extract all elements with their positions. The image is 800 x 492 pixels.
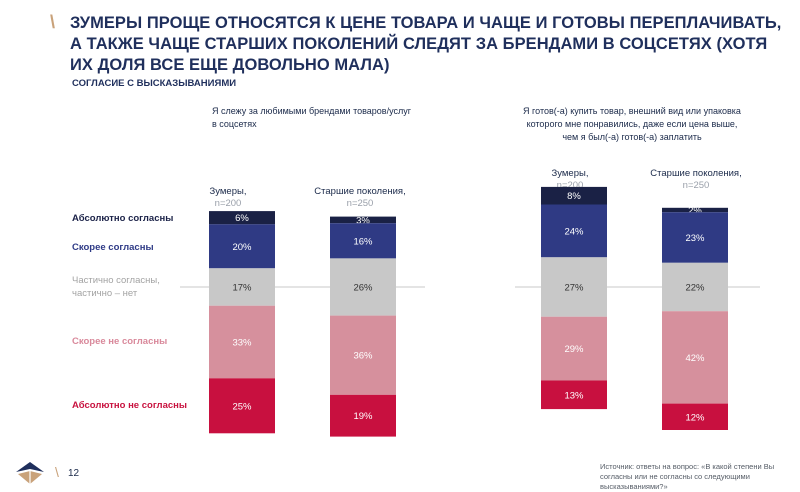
group-name: Зумеры, (551, 168, 589, 179)
chart1-group-label-zoomers: Зумеры, n=200 (198, 186, 258, 210)
bar-segment-agree (330, 223, 396, 259)
group-name: Старшие поколения, (314, 186, 406, 197)
group-n: n=200 (556, 180, 584, 191)
bar-segment-abs-disagree (541, 380, 607, 410)
bar-value-label: 8% (567, 191, 581, 202)
row-label-abs-agree: Абсолютно согласны (72, 213, 174, 224)
bar-value-label: 16% (353, 236, 373, 247)
bar-segment-abs-disagree (209, 378, 275, 434)
bar-segment-agree (209, 224, 275, 269)
bar-segment-agree (662, 212, 728, 263)
bar-value-label: 19% (353, 411, 373, 422)
group-n: n=250 (682, 180, 710, 191)
source-note: Источник: ответы на вопрос: «В какой сте… (600, 462, 775, 491)
bar-value-label: 23% (685, 233, 705, 244)
bar-segment-abs-agree (541, 186, 607, 205)
bar-value-label: 33% (232, 338, 252, 349)
page-number: 12 (68, 468, 80, 479)
row-label-abs-disagree: Абсолютно не согласны (72, 400, 187, 411)
bar-value-label: 2% (688, 206, 702, 217)
bar-segment-disagree (541, 316, 607, 381)
page-title: ЗУМЕРЫ ПРОЩЕ ОТНОСЯТСЯ К ЦЕНЕ ТОВАРА И Ч… (70, 14, 782, 74)
bar-value-label: 26% (353, 283, 373, 294)
bar-value-label: 22% (685, 283, 705, 294)
bar-segment-abs-disagree (330, 394, 396, 437)
group-name: Старшие поколения, (650, 168, 742, 179)
bar-value-label: 3% (356, 215, 370, 226)
chart1-group-label-older: Старшие поколения, n=250 (300, 186, 420, 210)
row-label-neutral: Частично согласны, частично – нет (72, 275, 160, 299)
bar-value-label: 36% (353, 351, 373, 362)
bar-segment-neutral (330, 258, 396, 316)
bar-value-label: 42% (685, 353, 705, 364)
bar-value-label: 27% (564, 283, 584, 294)
bar-segment-neutral (209, 268, 275, 306)
bar-value-label: 20% (232, 242, 252, 253)
bar-segment-agree (541, 204, 607, 258)
bar-segment-abs-agree (330, 216, 396, 224)
chart1-title: Я слежу за любимыми брендами товаров/усл… (212, 106, 412, 129)
group-name: Зумеры, (209, 186, 247, 197)
bar-segment-abs-disagree (662, 403, 728, 430)
group-n: n=250 (346, 198, 374, 209)
page-subtitle: СОГЛАСИЕ С ВЫСКАЗЫВАНИЯМИ (72, 78, 237, 89)
bar-value-label: 12% (685, 412, 705, 423)
bar-segment-disagree (662, 311, 728, 404)
bar-segment-disagree (209, 305, 275, 379)
bar-value-label: 13% (564, 390, 584, 401)
chart2-group-label-zoomers: Зумеры, n=200 (530, 168, 610, 192)
footer-accent: \ (55, 464, 59, 480)
row-label-agree: Скорее согласны (72, 242, 154, 253)
bar-value-label: 24% (564, 226, 584, 237)
bar-segment-disagree (330, 315, 396, 395)
bar-value-label: 6% (235, 213, 249, 224)
chart2-title: Я готов(-а) купить товар, внешний вид ил… (523, 106, 741, 142)
bar-value-label: 17% (232, 283, 252, 294)
bar-segment-abs-agree (209, 211, 275, 225)
bar-segment-neutral (541, 257, 607, 317)
company-logo-icon (16, 462, 44, 484)
row-label-disagree: Скорее не согласны (72, 336, 168, 347)
bar-segment-neutral (662, 262, 728, 312)
group-n: n=200 (214, 198, 242, 209)
chart2-group-label-older: Старшие поколения, n=250 (636, 168, 756, 192)
title-accent: \ (50, 12, 56, 32)
bar-value-label: 25% (232, 401, 252, 412)
bar-segment-abs-agree (662, 207, 728, 213)
bar-value-label: 29% (564, 344, 584, 355)
